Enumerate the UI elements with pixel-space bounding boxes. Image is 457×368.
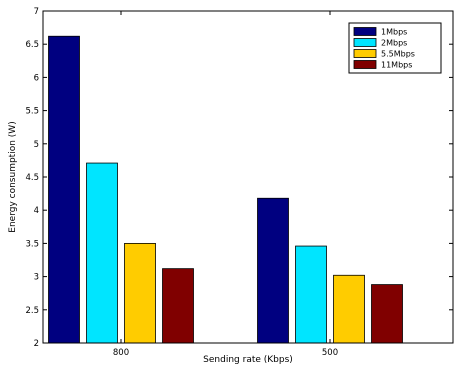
bar-11Mbps-800 <box>162 268 194 344</box>
legend-swatch-2Mbps <box>353 38 377 47</box>
y-tick-label: 3 <box>34 273 39 283</box>
legend-label: 11Mbps <box>381 61 412 70</box>
bar-2Mbps-500 <box>295 245 327 344</box>
bars-group <box>48 35 403 344</box>
legend-label: 5.5Mbps <box>381 50 415 59</box>
bar-5.5Mbps-500 <box>333 274 365 344</box>
y-axis-label: Energy consumption (W) <box>8 121 18 232</box>
legend-label: 2Mbps <box>381 39 407 48</box>
y-tick-label: 6 <box>34 73 39 83</box>
legend: 1Mbps 2Mbps 5.5Mbps 11Mbps <box>348 22 442 74</box>
bar-5.5Mbps-800 <box>124 242 156 344</box>
bar-1Mbps-500 <box>257 197 289 344</box>
y-tick-label: 5.5 <box>25 107 39 117</box>
y-tick-label: 3.5 <box>25 239 39 249</box>
y-tick-label: 2.5 <box>25 306 39 316</box>
x-axis-label: Sending rate (Kbps) <box>203 355 293 365</box>
x-tick-label: 500 <box>322 348 338 358</box>
bar-1Mbps-800 <box>48 35 80 344</box>
bar-2Mbps-800 <box>86 162 118 344</box>
y-tick-label: 4.5 <box>25 173 39 183</box>
y-tick-label: 6.5 <box>25 40 39 50</box>
legend-label: 1Mbps <box>381 28 407 37</box>
y-tick-label: 5 <box>34 140 39 150</box>
y-tick-label: 4 <box>34 206 39 216</box>
x-axis: 800 500 <box>113 11 338 358</box>
x-tick-label: 800 <box>113 348 129 358</box>
legend-swatch-1Mbps <box>353 27 377 36</box>
y-axis: 2 2.5 3 3.5 4 4.5 5 5.5 6 6.5 7 <box>25 7 453 349</box>
legend-swatch-11Mbps <box>353 60 377 69</box>
y-tick-label: 2 <box>34 339 39 349</box>
bar-11Mbps-500 <box>371 284 403 344</box>
y-tick-label: 7 <box>34 7 39 17</box>
legend-swatch-5.5Mbps <box>353 49 377 58</box>
